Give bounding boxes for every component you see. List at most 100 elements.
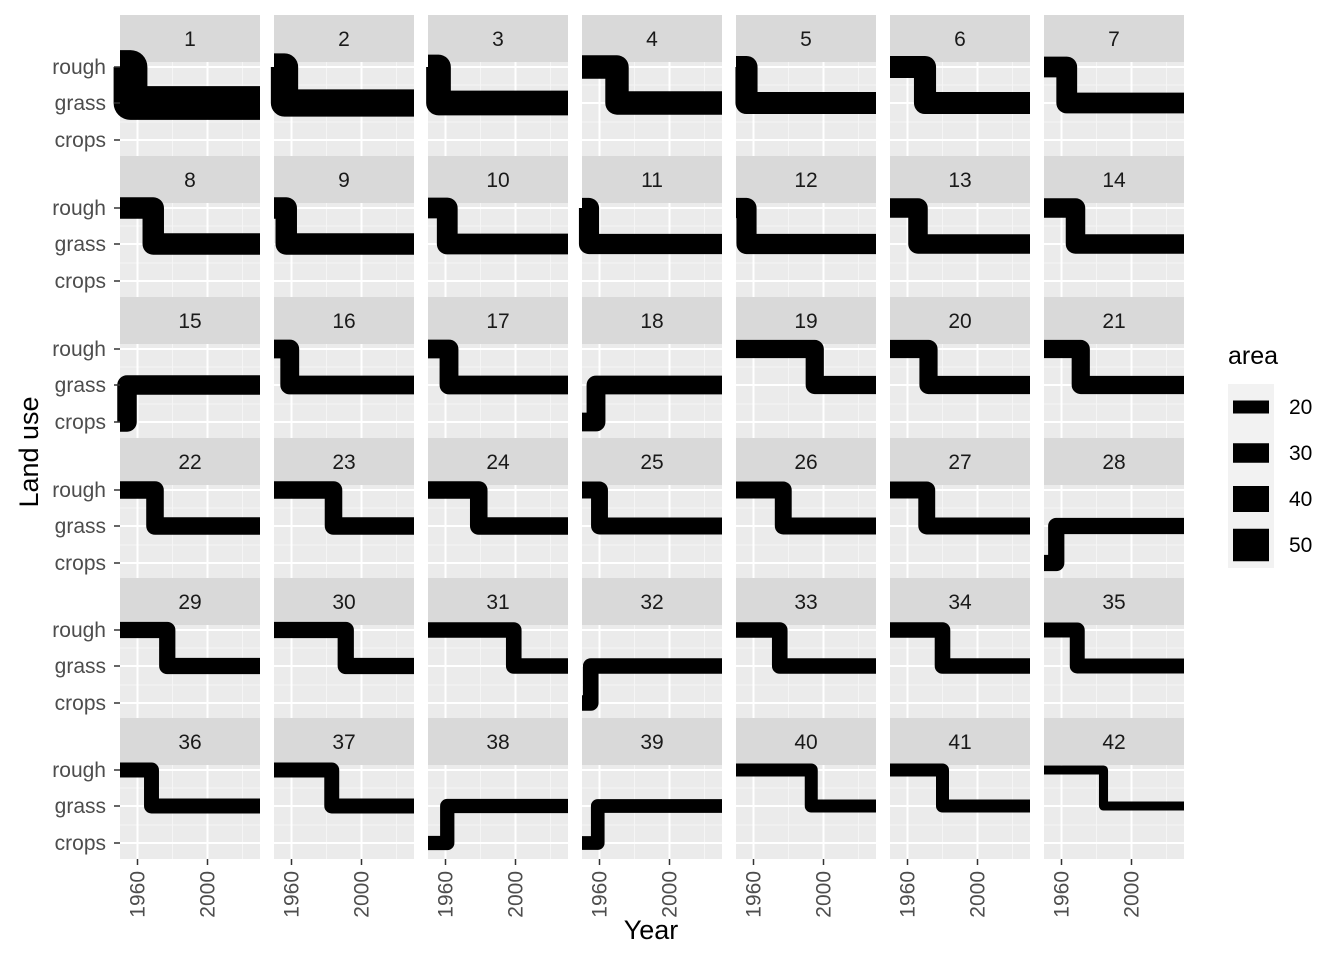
facet-strip bbox=[428, 15, 568, 62]
facet-panel: 35 bbox=[1044, 578, 1184, 719]
facet-panel: 12 bbox=[736, 156, 876, 297]
facet-label: 31 bbox=[486, 591, 509, 614]
series-line bbox=[736, 197, 876, 255]
facet-strip bbox=[736, 297, 876, 344]
facet-panel: 9 bbox=[274, 156, 414, 297]
series-line bbox=[736, 622, 876, 674]
facet-panel: 29 crops grass rough bbox=[52, 578, 260, 719]
facet-panel: 14 bbox=[1044, 156, 1184, 297]
facet-label: 39 bbox=[640, 731, 663, 754]
facet-panel: 37 1960 2000 bbox=[274, 718, 414, 918]
facet-strip bbox=[890, 15, 1030, 62]
series-line bbox=[890, 198, 1030, 254]
facet-strip bbox=[890, 156, 1030, 203]
facet-panel: 8 crops grass rough bbox=[52, 156, 260, 297]
facet-panel: 3 bbox=[426, 15, 568, 156]
legend: area 20 30 40 50 bbox=[1228, 342, 1312, 568]
facet-panel: 21 bbox=[1044, 297, 1184, 438]
series-line bbox=[120, 621, 260, 675]
facet-panel: 26 bbox=[736, 438, 876, 579]
facet-strip bbox=[890, 438, 1030, 485]
series-line bbox=[120, 481, 260, 535]
x-tick-label: 2000 bbox=[351, 871, 374, 918]
facet-label: 21 bbox=[1102, 310, 1125, 333]
x-axis-title: Year bbox=[624, 915, 679, 945]
legend-title: area bbox=[1228, 342, 1278, 370]
facet-label: 25 bbox=[640, 451, 663, 474]
facet-panel: 7 bbox=[1044, 15, 1184, 156]
facet-label: 30 bbox=[332, 591, 355, 614]
series-line bbox=[582, 658, 722, 711]
facet-label: 36 bbox=[178, 731, 201, 754]
facet-label: 41 bbox=[948, 731, 971, 754]
facet-label: 15 bbox=[178, 310, 201, 333]
facet-panel: 18 bbox=[582, 297, 722, 438]
facet-strip bbox=[736, 718, 876, 765]
series-line bbox=[736, 763, 876, 813]
facet-label: 18 bbox=[640, 310, 663, 333]
series-line bbox=[1044, 622, 1184, 674]
facet-panel: 2 bbox=[270, 15, 414, 156]
facet-strip bbox=[428, 718, 568, 765]
facet-panel: 11 bbox=[578, 156, 722, 297]
facet-label: 28 bbox=[1102, 451, 1125, 474]
facet-panel: 5 bbox=[735, 15, 876, 156]
x-tick-label: 1960 bbox=[897, 871, 920, 918]
series-line bbox=[890, 55, 1030, 115]
facet-label: 11 bbox=[641, 169, 663, 192]
facet-strip bbox=[274, 578, 414, 625]
facet-panel: 4 bbox=[582, 15, 722, 156]
x-tick-label: 1960 bbox=[127, 871, 150, 918]
series-line bbox=[274, 197, 414, 255]
facet-panel: 16 bbox=[274, 297, 414, 438]
facet-panel: 39 1960 2000 bbox=[582, 718, 722, 918]
facet-label: 24 bbox=[486, 451, 510, 474]
facet-panel: 40 1960 2000 bbox=[736, 718, 876, 918]
facet-panel: 34 bbox=[890, 578, 1030, 719]
facet-label: 19 bbox=[794, 310, 817, 333]
y-tick-label: rough bbox=[52, 338, 106, 361]
facet-strip bbox=[274, 438, 414, 485]
facet-strip bbox=[890, 718, 1030, 765]
facet-label: 35 bbox=[1102, 591, 1125, 614]
x-tick-label: 2000 bbox=[967, 871, 990, 918]
series-line bbox=[428, 622, 568, 674]
series-line bbox=[890, 622, 1030, 674]
facet-label: 27 bbox=[948, 451, 971, 474]
facet-label: 29 bbox=[178, 591, 201, 614]
facet-panel: 22 crops grass rough bbox=[52, 438, 260, 579]
facet-label: 37 bbox=[332, 731, 355, 754]
facet-strip bbox=[428, 438, 568, 485]
legend-label: 30 bbox=[1289, 442, 1312, 465]
facet-strip bbox=[1044, 438, 1184, 485]
facet-label: 22 bbox=[178, 451, 201, 474]
facet-label: 6 bbox=[954, 28, 966, 51]
facet-strip bbox=[582, 718, 722, 765]
facet-strip bbox=[428, 297, 568, 344]
facet-label: 34 bbox=[948, 591, 972, 614]
series-line bbox=[274, 762, 414, 814]
x-tick-label: 2000 bbox=[1121, 871, 1144, 918]
facet-strip bbox=[428, 578, 568, 625]
series-line bbox=[736, 481, 876, 535]
facet-label: 2 bbox=[338, 28, 350, 51]
x-tick-label: 2000 bbox=[813, 871, 836, 918]
facet-panel: 32 bbox=[582, 578, 722, 719]
y-tick-label: rough bbox=[52, 479, 106, 502]
facet-panel: 31 bbox=[428, 578, 568, 719]
facet-label: 33 bbox=[794, 591, 817, 614]
facet-strip bbox=[1044, 718, 1184, 765]
facet-strip bbox=[274, 297, 414, 344]
facet-strip bbox=[582, 15, 722, 62]
facet-strip bbox=[582, 297, 722, 344]
facet-strip bbox=[274, 718, 414, 765]
series-line bbox=[426, 54, 568, 116]
facet-strip bbox=[1044, 15, 1184, 62]
x-tick-label: 2000 bbox=[197, 871, 220, 918]
facet-strip bbox=[120, 156, 260, 203]
facet-panel: 38 1960 2000 bbox=[428, 718, 568, 918]
facet-strip bbox=[890, 297, 1030, 344]
series-line bbox=[117, 375, 260, 432]
legend-label: 20 bbox=[1289, 396, 1312, 419]
y-tick-label: rough bbox=[52, 197, 106, 220]
